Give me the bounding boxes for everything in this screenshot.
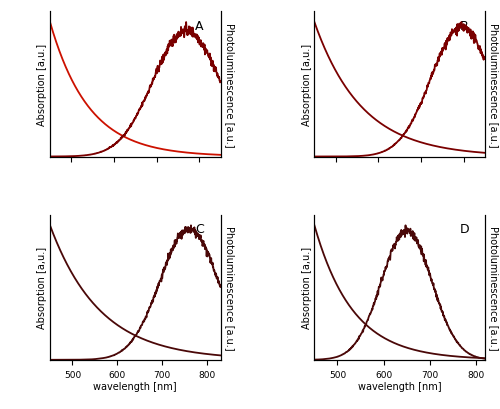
Y-axis label: Absorption [a,u.]: Absorption [a,u.] [302, 247, 312, 328]
Y-axis label: Absorption [a,u.]: Absorption [a,u.] [37, 247, 47, 328]
Y-axis label: Photoluminescence [a.u.]: Photoluminescence [a.u.] [225, 225, 235, 350]
Text: D: D [460, 222, 469, 235]
Text: C: C [195, 222, 204, 235]
Y-axis label: Absorption [a,u.]: Absorption [a,u.] [37, 44, 47, 126]
Y-axis label: Photoluminescence [a.u.]: Photoluminescence [a.u.] [225, 22, 235, 147]
Y-axis label: Absorption [a,u.]: Absorption [a,u.] [302, 44, 312, 126]
Text: A: A [195, 20, 203, 32]
Y-axis label: Photoluminescence [a.u.]: Photoluminescence [a.u.] [489, 225, 499, 350]
Y-axis label: Photoluminescence [a.u.]: Photoluminescence [a.u.] [489, 22, 499, 147]
X-axis label: wavelength [nm]: wavelength [nm] [94, 381, 177, 391]
Text: B: B [460, 20, 468, 32]
X-axis label: wavelength [nm]: wavelength [nm] [358, 381, 442, 391]
